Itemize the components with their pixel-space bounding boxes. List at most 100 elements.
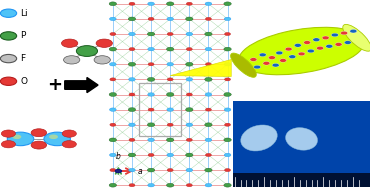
Circle shape (224, 153, 231, 157)
Circle shape (280, 59, 287, 62)
Circle shape (186, 108, 193, 112)
Ellipse shape (241, 125, 277, 151)
Circle shape (94, 56, 110, 64)
Circle shape (307, 49, 314, 53)
Circle shape (224, 63, 231, 66)
Circle shape (129, 78, 135, 81)
Circle shape (225, 169, 231, 172)
Circle shape (148, 47, 154, 51)
Circle shape (186, 153, 193, 157)
Bar (233, 0, 370, 100)
Circle shape (31, 129, 47, 137)
Circle shape (166, 47, 174, 51)
Circle shape (148, 153, 154, 156)
Circle shape (167, 153, 174, 157)
Circle shape (341, 31, 348, 35)
Circle shape (110, 153, 116, 157)
Circle shape (186, 184, 192, 187)
Circle shape (166, 138, 174, 142)
Circle shape (205, 108, 211, 111)
Circle shape (7, 132, 34, 146)
Circle shape (167, 169, 173, 172)
Circle shape (1, 130, 16, 137)
Circle shape (0, 32, 17, 40)
Circle shape (147, 32, 155, 36)
Circle shape (205, 123, 212, 127)
Circle shape (129, 48, 135, 51)
Circle shape (1, 141, 16, 148)
Circle shape (332, 33, 339, 37)
Circle shape (224, 183, 231, 187)
Circle shape (205, 47, 212, 51)
Circle shape (259, 53, 266, 57)
Circle shape (147, 77, 155, 81)
Circle shape (186, 78, 193, 81)
Circle shape (0, 77, 17, 85)
Circle shape (289, 55, 296, 59)
Text: Li: Li (20, 9, 28, 18)
Circle shape (224, 2, 231, 6)
Circle shape (129, 2, 135, 5)
FancyArrow shape (65, 77, 98, 93)
Circle shape (186, 93, 192, 96)
Circle shape (64, 56, 80, 64)
Circle shape (205, 77, 212, 81)
Circle shape (166, 93, 174, 96)
Bar (233, 173, 370, 187)
Circle shape (110, 123, 116, 126)
Circle shape (225, 33, 231, 36)
Circle shape (129, 184, 135, 187)
Circle shape (110, 17, 116, 21)
Circle shape (205, 2, 212, 5)
Circle shape (49, 135, 58, 139)
Circle shape (147, 168, 155, 172)
Circle shape (205, 17, 211, 20)
Text: a: a (138, 167, 143, 176)
Bar (233, 101, 370, 187)
Circle shape (129, 168, 135, 172)
Circle shape (167, 123, 173, 126)
Circle shape (110, 78, 116, 81)
Text: P: P (20, 31, 26, 40)
Circle shape (335, 43, 342, 46)
Circle shape (62, 130, 76, 137)
Circle shape (148, 2, 154, 5)
Circle shape (147, 123, 155, 127)
Circle shape (12, 135, 21, 139)
Circle shape (76, 46, 98, 57)
Circle shape (109, 138, 117, 142)
Circle shape (285, 47, 292, 51)
Circle shape (186, 48, 192, 51)
Circle shape (115, 169, 122, 173)
Circle shape (224, 93, 231, 96)
Circle shape (254, 65, 260, 69)
Circle shape (317, 46, 324, 50)
Circle shape (186, 138, 192, 141)
Circle shape (298, 52, 305, 56)
Circle shape (205, 168, 212, 172)
Text: b: b (116, 152, 121, 161)
Circle shape (166, 183, 174, 187)
Ellipse shape (231, 53, 256, 77)
Circle shape (129, 123, 135, 126)
Circle shape (129, 138, 135, 141)
Circle shape (186, 2, 192, 5)
Circle shape (225, 78, 231, 81)
Circle shape (110, 33, 116, 36)
Circle shape (295, 43, 302, 47)
Circle shape (186, 123, 193, 126)
Bar (109, 2, 231, 187)
Circle shape (148, 93, 154, 96)
Circle shape (109, 2, 117, 6)
Circle shape (167, 17, 174, 21)
Polygon shape (170, 60, 231, 77)
Circle shape (224, 47, 231, 51)
Circle shape (148, 63, 154, 66)
Circle shape (167, 108, 174, 111)
Circle shape (313, 38, 320, 42)
Circle shape (0, 9, 17, 17)
Circle shape (110, 108, 116, 111)
Circle shape (224, 17, 231, 21)
Circle shape (224, 138, 231, 142)
Circle shape (109, 93, 117, 96)
